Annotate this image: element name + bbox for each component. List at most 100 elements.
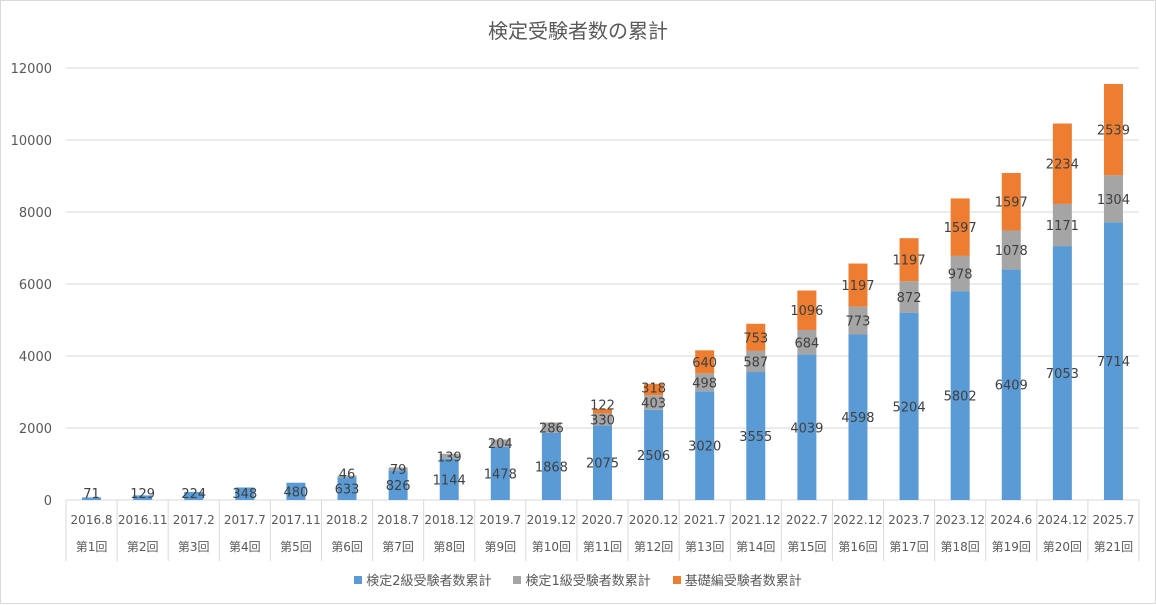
x-tick-sublabel: 第9回 [484, 540, 516, 554]
y-tick-label: 0 [44, 494, 52, 509]
data-label: 633 [335, 483, 360, 498]
data-label: 1096 [790, 304, 823, 319]
bar-0 [848, 334, 868, 500]
bar-1 [541, 422, 561, 433]
data-label: 348 [232, 487, 257, 502]
legend: 検定2級受験者数累計 検定1級受験者数累計 基礎編受験者数累計 [1, 570, 1155, 589]
data-label: 773 [846, 315, 871, 330]
bar-0 [490, 446, 510, 500]
bar-2 [797, 290, 817, 330]
bar-1 [695, 373, 715, 392]
data-label: 1144 [433, 473, 466, 488]
x-tick-sublabel: 第21回 [1094, 540, 1133, 554]
bar-0 [1052, 246, 1072, 500]
x-tick-sublabel: 第7回 [382, 540, 414, 554]
y-tick-label: 4000 [19, 350, 52, 365]
bar-1 [899, 281, 919, 313]
x-tick-label: 2024.6 [990, 513, 1032, 527]
x-tick-sublabel: 第11回 [583, 540, 622, 554]
data-label: 753 [743, 331, 768, 346]
legend-swatch [354, 575, 363, 584]
data-label: 1197 [841, 279, 874, 294]
bar-2 [695, 350, 715, 374]
data-label: 204 [488, 437, 513, 452]
bar-2 [644, 383, 664, 396]
x-tick-sublabel: 第16回 [838, 540, 877, 554]
y-tick-label: 10000 [11, 134, 52, 149]
x-tick-label: 2022.7 [786, 513, 828, 527]
bar-1 [1001, 230, 1021, 270]
bar-0 [593, 425, 612, 500]
data-label: 122 [590, 398, 615, 413]
bar-1 [746, 350, 766, 373]
bar-1 [439, 453, 459, 459]
x-tick-sublabel: 第10回 [532, 540, 571, 554]
bar-0 [899, 312, 919, 500]
y-tick-label: 6000 [19, 278, 52, 293]
legend-label: 検定2級受験者数累計 [366, 574, 492, 589]
bar-0 [1001, 269, 1021, 500]
x-tick-label: 2019.7 [479, 513, 521, 527]
bar-0 [388, 470, 408, 500]
data-label: 2506 [637, 449, 670, 464]
x-tick-label: 2017.7 [224, 513, 266, 527]
x-tick-label: 2022.12 [833, 513, 883, 527]
data-label: 1597 [995, 196, 1028, 211]
bar-1 [848, 306, 868, 335]
data-label: 2539 [1097, 124, 1130, 139]
bar-0 [1103, 222, 1123, 500]
data-label: 640 [692, 356, 717, 371]
x-tick-label: 2023.12 [935, 513, 985, 527]
bar-1 [950, 255, 970, 292]
chart-title: 検定受験者数の累計 [488, 19, 668, 43]
legend-item-0: 検定2級受験者数累計 [354, 570, 491, 589]
bar-0 [695, 391, 715, 500]
x-tick-sublabel: 第15回 [787, 540, 826, 554]
bar-2 [746, 323, 766, 351]
data-label: 1868 [535, 460, 568, 475]
bar-0 [235, 487, 255, 500]
legend-item-1: 検定1級受験者数累計 [513, 570, 651, 589]
bar-2 [1001, 172, 1021, 231]
bar-0 [746, 372, 766, 500]
data-label: 4039 [790, 421, 823, 436]
x-tick-label: 2018.12 [424, 513, 474, 527]
x-tick-sublabel: 第2回 [127, 540, 159, 554]
bar-0 [337, 477, 357, 500]
data-label: 978 [948, 268, 973, 283]
bar-0 [950, 291, 970, 500]
data-label: 3020 [688, 440, 721, 455]
data-label: 1478 [484, 467, 517, 482]
data-label: 46 [339, 468, 356, 483]
bar-2 [848, 263, 868, 307]
data-label: 286 [539, 422, 564, 437]
legend-swatch [672, 575, 681, 584]
data-label: 1197 [893, 254, 926, 269]
x-tick-label: 2017.2 [173, 513, 215, 527]
bar-2 [1103, 83, 1123, 176]
x-tick-label: 2023.7 [888, 513, 930, 527]
data-label: 129 [130, 487, 155, 502]
bar-2 [899, 238, 919, 282]
y-tick-label: 2000 [19, 422, 52, 437]
data-label: 498 [692, 376, 717, 391]
x-tick-label: 2016.8 [71, 513, 113, 527]
x-tick-sublabel: 第8回 [433, 540, 465, 554]
data-label: 826 [386, 479, 411, 494]
legend-label: 検定1級受験者数累計 [525, 574, 651, 589]
bar-0 [797, 354, 817, 500]
data-label: 2075 [586, 457, 619, 472]
x-tick-sublabel: 第1回 [76, 540, 108, 554]
y-tick-label: 8000 [19, 206, 52, 221]
bar-0 [541, 432, 561, 500]
data-label: 1597 [944, 221, 977, 236]
bar-1 [337, 475, 357, 478]
y-tick-label: 12000 [11, 62, 52, 77]
bar-1 [1052, 203, 1072, 247]
data-label: 5802 [944, 390, 977, 405]
legend-label: 基礎編受験者数累計 [684, 574, 802, 589]
bar-1 [490, 439, 510, 447]
legend-swatch [513, 575, 522, 584]
bar-0 [82, 497, 102, 500]
